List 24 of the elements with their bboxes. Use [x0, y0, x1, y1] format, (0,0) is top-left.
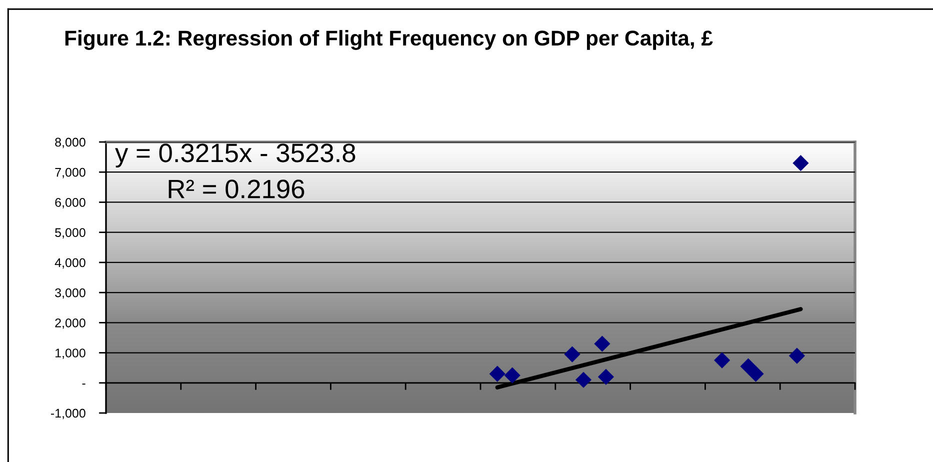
point — [788, 348, 806, 364]
y-tick-label: 8,000 — [55, 138, 86, 148]
point — [740, 358, 756, 374]
y-tick-label: 7,000 — [55, 168, 86, 178]
point — [564, 346, 580, 362]
y-tick-label: 5,000 — [55, 228, 86, 238]
y-tick-label: 3,000 — [55, 288, 86, 299]
y-tick-label: -1,000 — [50, 408, 86, 420]
annotation: R² = 0.2196 — [168, 180, 304, 198]
point — [489, 366, 506, 382]
point — [504, 367, 520, 384]
point — [598, 368, 614, 385]
point — [594, 336, 610, 352]
y-tick-label: - — [82, 384, 86, 385]
point — [575, 372, 592, 388]
y-tick-label: 1,000 — [56, 348, 86, 359]
chart-title: Figure 1.2: Regression of Flight Frequency on GDP per Capita, £ — [65, 30, 713, 50]
y-tick-label: 6,000 — [55, 198, 86, 208]
point — [748, 366, 764, 382]
point — [792, 155, 809, 172]
point — [714, 352, 730, 368]
annotation: y = 0.3215x - 3523.8 — [115, 144, 356, 168]
y-tick-label: 2,000 — [55, 318, 86, 329]
y-tick-label: 4,000 — [54, 258, 86, 269]
